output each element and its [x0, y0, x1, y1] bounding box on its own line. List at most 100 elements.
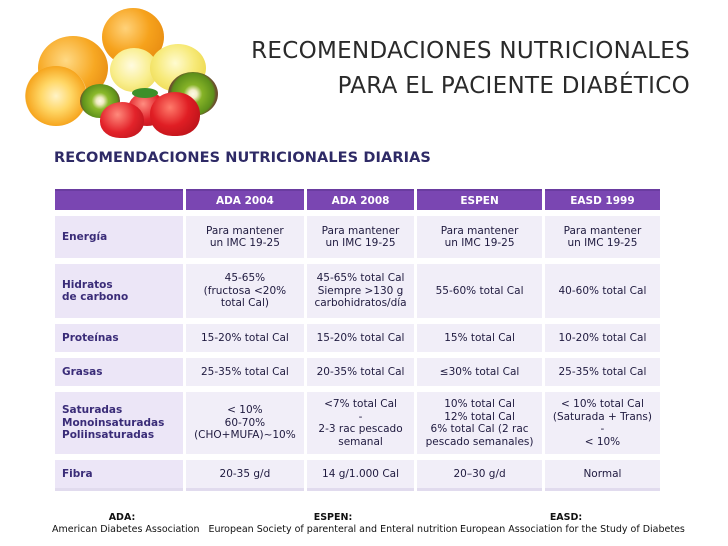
table-cell: 25-35% total Cal [186, 352, 304, 386]
cell-line: < 10% total Cal [561, 398, 644, 410]
cell-line: un IMC 19-25 [444, 237, 515, 249]
cell-line: < 10% [584, 435, 621, 448]
table-cell: Para mantener un IMC 19-25 [544, 210, 660, 258]
cell-line: Para mantener [440, 224, 519, 237]
row-label-line: Fibra [62, 467, 93, 480]
footnote-abbr: EASD: [549, 512, 583, 523]
cell-line: 25-35% total Cal [558, 365, 647, 378]
cell-line: un IMC 19-25 [567, 237, 638, 249]
cell-line: 15-20% total Cal [316, 331, 405, 344]
table-cell: 55-60% total Cal [417, 258, 542, 318]
row-label-line: de carbono [62, 291, 129, 303]
cell-line: 45-65% total Cal [316, 272, 405, 285]
table-header-row: ADA 2004 ADA 2008 ESPEN EASD 1999 [55, 189, 660, 210]
column-header: ADA 2004 [186, 189, 304, 210]
cell-line: 40-60% total Cal [558, 284, 647, 297]
cell-line: 55-60% total Cal [435, 284, 524, 297]
row-label-line: Hidratos [62, 278, 113, 291]
table-row: Hidratos de carbono 45-65% (fructosa <20% to… [55, 258, 660, 318]
cell-line: 15-20% total Cal [200, 331, 289, 344]
row-label-line: Monoinsaturadas [62, 416, 165, 429]
footnote-easd: EASD: European Association for the Study… [460, 512, 685, 536]
cell-line: semanal [338, 435, 383, 448]
footnotes: ADA: American Diabetes Association ESPEN… [52, 512, 685, 546]
cell-line: Para mantener [206, 224, 284, 237]
row-label: Proteínas [55, 318, 183, 352]
table-cell: 14 g/1.000 Cal [306, 454, 415, 491]
cell-line: un IMC 19-25 [325, 237, 396, 249]
table-cell: <7% total Cal -2-3 rac pescado semanal [306, 386, 415, 454]
row-label-line: Poliinsaturadas [62, 429, 155, 442]
cell-line: 10-20% total Cal [558, 331, 647, 344]
cell-line: 25-35% total Cal [200, 365, 289, 378]
table-row: Energía Para mantener un IMC 19-25 Para man… [55, 210, 660, 258]
column-header: EASD 1999 [544, 189, 660, 210]
cell-line: 60-70% [224, 416, 266, 429]
cell-line: 15% total Cal [444, 331, 515, 344]
header-corner [55, 189, 183, 210]
leaf-image [132, 88, 158, 98]
table-cell: 20-35 g/d [186, 454, 304, 491]
footnote-espen: ESPEN: European Society of parenteral an… [208, 512, 458, 536]
cell-line: 6% total Cal (2 rac [430, 423, 529, 435]
cell-line: (Saturada + Trans) [552, 410, 652, 423]
slide-title-line1: RECOMENDACIONES NUTRICIONALES [251, 38, 690, 64]
cell-line: 14 g/1.000 Cal [322, 467, 400, 480]
row-label-line: Grasas [62, 365, 103, 378]
fruit-illustration [0, 0, 230, 145]
row-label: Saturadas Monoinsaturadas Poliinsaturadas [55, 386, 183, 454]
cell-line: 2-3 rac pescado [318, 423, 403, 435]
table-cell: 40-60% total Cal [544, 258, 660, 318]
footnote-abbr: ESPEN: [313, 512, 353, 523]
cell-line: 45-65% [224, 272, 266, 285]
cell-line: 10% total Cal [444, 398, 515, 410]
row-label: Grasas [55, 352, 183, 386]
cell-line: 20-35% total Cal [316, 365, 405, 378]
cell-line: (CHO+MUFA)~10% [194, 429, 296, 442]
cell-line: total Cal) [220, 297, 269, 310]
table-cell: 45-65% total Cal Siempre >130 g carbohidra… [306, 258, 415, 318]
table-cell: 10-20% total Cal [544, 318, 660, 352]
cell-line: (fructosa <20% [203, 284, 287, 297]
table-cell: 25-35% total Cal [544, 352, 660, 386]
footnote-text: European Association for the Study of Di… [460, 524, 685, 535]
cell-line: ≤30% total Cal [439, 365, 520, 378]
row-label: Fibra [55, 454, 183, 491]
table-cell: 45-65% (fructosa <20% total Cal) [186, 258, 304, 318]
table-cell: 15-20% total Cal [186, 318, 304, 352]
table-row: Saturadas Monoinsaturadas Poliinsaturadas <… [55, 386, 660, 454]
cell-line: un IMC 19-25 [209, 237, 280, 249]
cell-line: - [600, 423, 605, 435]
row-label: Hidratos de carbono [55, 258, 183, 318]
table-cell: < 10% total Cal (Saturada + Trans) - < 10% [544, 386, 660, 454]
table-cell: 15-20% total Cal [306, 318, 415, 352]
table-cell: 20-35% total Cal [306, 352, 415, 386]
cell-line: 20–30 g/d [453, 467, 506, 480]
cell-line: <7% total Cal [324, 398, 397, 410]
slide-title-line2: PARA EL PACIENTE DIABÉTICO [337, 73, 690, 99]
strawberry-image [150, 92, 200, 136]
cell-line: Normal [583, 467, 622, 480]
table-cell: 15% total Cal [417, 318, 542, 352]
table-cell: < 10% 60-70% (CHO+MUFA)~10% [186, 386, 304, 454]
footnote-ada: ADA: American Diabetes Association [52, 512, 200, 536]
row-label-line: Energía [62, 230, 108, 243]
row-label-line: Proteínas [62, 331, 119, 344]
orange-slice-image [25, 66, 87, 126]
cell-line: < 10% [227, 404, 263, 417]
strawberry-image [100, 102, 144, 138]
table-heading: RECOMENDACIONES NUTRICIONALES DIARIAS [54, 150, 431, 166]
cell-line: Para mantener [563, 224, 642, 237]
cell-line: - [358, 410, 363, 423]
column-header: ADA 2008 [306, 189, 415, 210]
slide-title: RECOMENDACIONES NUTRICIONALES PARA EL PA… [170, 34, 690, 104]
cell-line: Siempre >130 g [317, 284, 404, 297]
cell-line: pescado semanales) [425, 435, 534, 448]
row-label-line: Saturadas [62, 404, 123, 417]
footnote-abbr: ADA: [108, 512, 136, 523]
table-cell: 20–30 g/d [417, 454, 542, 491]
cell-line: 12% total Cal [444, 410, 515, 423]
table-row: Fibra 20-35 g/d 14 g/1.000 Cal 20–30 g/d Nor… [55, 454, 660, 491]
table-cell: ≤30% total Cal [417, 352, 542, 386]
column-header: ESPEN [417, 189, 542, 210]
